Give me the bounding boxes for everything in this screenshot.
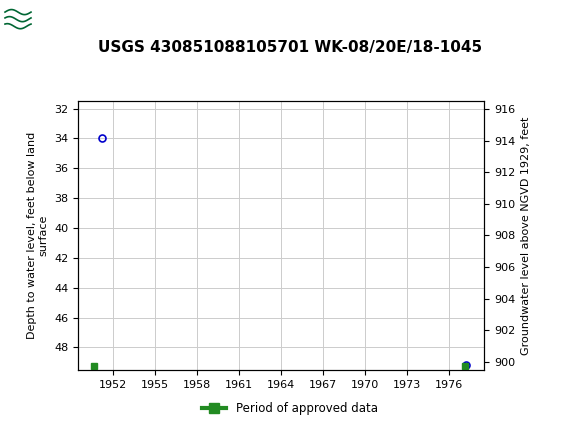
Y-axis label: Groundwater level above NGVD 1929, feet: Groundwater level above NGVD 1929, feet [521,116,531,355]
Y-axis label: Depth to water level, feet below land
surface: Depth to water level, feet below land su… [27,132,49,339]
Legend: Period of approved data: Period of approved data [198,397,382,420]
Text: USGS: USGS [37,9,88,27]
FancyBboxPatch shape [4,3,32,32]
Text: USGS 430851088105701 WK-08/20E/18-1045: USGS 430851088105701 WK-08/20E/18-1045 [98,40,482,55]
